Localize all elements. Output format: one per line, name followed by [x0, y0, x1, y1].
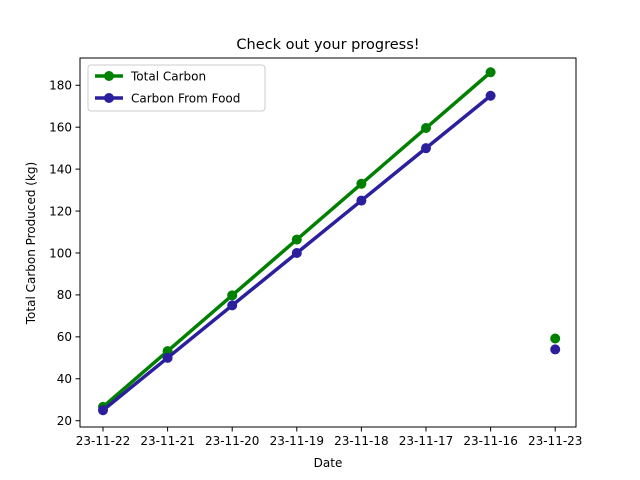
x-tick-label: 23-11-20 [205, 434, 259, 448]
legend-marker [104, 71, 114, 81]
plot-frame [79, 57, 577, 428]
data-point [550, 333, 561, 344]
x-tick-label: 23-11-16 [463, 434, 517, 448]
y-tick-label: 160 [49, 120, 72, 134]
legend-box [87, 64, 266, 112]
x-tick-label: 23-11-18 [334, 434, 388, 448]
series-1 [98, 90, 561, 416]
data-point [550, 344, 561, 355]
x-tick-label: 23-11-21 [140, 434, 194, 448]
y-tick-label: 60 [57, 330, 72, 344]
legend-label: Carbon From Food [131, 91, 240, 105]
y-axis-label: Total Carbon Produced (kg) [24, 162, 38, 326]
data-point [485, 67, 496, 78]
data-point [162, 352, 173, 363]
data-point [356, 178, 367, 189]
series-0 [98, 67, 561, 412]
y-tick-label: 40 [57, 372, 72, 386]
y-tick-label: 180 [49, 79, 72, 93]
x-tick-label: 23-11-17 [399, 434, 453, 448]
data-point [421, 143, 431, 154]
data-point [227, 300, 238, 311]
data-point [421, 123, 431, 134]
data-point [98, 405, 108, 416]
x-axis-label: Date [314, 456, 343, 470]
x-tick-label: 23-11-23 [528, 434, 582, 448]
data-point [291, 234, 302, 245]
y-tick-label: 20 [57, 414, 72, 428]
y-tick-label: 120 [49, 204, 72, 218]
x-tick-label: 23-11-19 [270, 434, 324, 448]
y-tick-label: 100 [49, 246, 72, 260]
legend: Total Carbon Carbon From Food [87, 64, 266, 112]
legend-marker [104, 93, 114, 103]
data-point [291, 247, 302, 258]
data-point [485, 90, 496, 101]
legend-label: Total Carbon [130, 69, 206, 83]
chart-title: Check out your progress! [236, 37, 419, 53]
plot-area: 23-11-22 23-11-21 23-11-20 23-11-19 23-11-18… [49, 57, 582, 448]
y-tick-label: 140 [49, 162, 72, 176]
data-point [356, 195, 367, 206]
y-tick-label: 80 [57, 288, 72, 302]
data-point [227, 290, 238, 301]
x-tick-label: 23-11-22 [76, 434, 130, 448]
